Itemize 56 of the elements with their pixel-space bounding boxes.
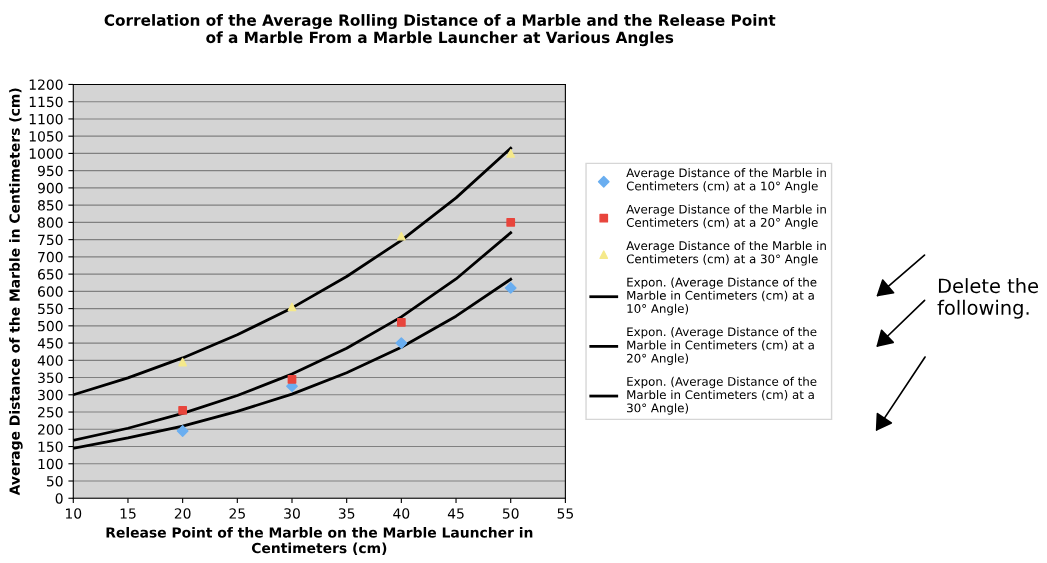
x-tick-label: 25 <box>229 508 245 519</box>
x-tick-label: 50 <box>502 508 519 519</box>
y-tick-label: 500 <box>38 320 63 332</box>
y-tick-label: 200 <box>38 424 63 435</box>
y-tick-label: 650 <box>38 269 63 280</box>
x-tick-label: 10 <box>65 508 82 519</box>
x-tick-label: 45 <box>447 508 464 519</box>
y-tick-label: 350 <box>38 372 63 384</box>
x-tick-label: 35 <box>338 508 355 519</box>
y-tick-label: 1150 <box>29 96 63 108</box>
chart-title: Correlation of the Average Rolling Distance of a Marble and the Release Point of a Marble From a Marble Launcher at Various Angles <box>104 14 776 47</box>
legend-label: Average Distance of the Marble in Centimeters (cm) at a 30° Angle <box>626 240 826 266</box>
y-tick-label: 850 <box>38 200 63 211</box>
y-tick-label: 300 <box>38 389 63 401</box>
y-axis-title: Average Distance of the Marble in Centimeters (cm) <box>9 88 23 496</box>
y-tick-label: 1200 <box>29 79 63 90</box>
point <box>504 282 517 294</box>
text: Delete the following. <box>937 278 1039 319</box>
legend-label: Expon. (Average Distance of the Marble in Centimeters (cm) at a 10° Angle) <box>627 277 817 316</box>
y-tick-label: 800 <box>38 217 63 228</box>
y-tick-label: 250 <box>38 407 63 418</box>
point <box>396 318 406 327</box>
y-tick-label: 50 <box>46 475 63 487</box>
point <box>395 337 408 349</box>
legend-label: Average Distance of the Marble in Centimeters (cm) at a 10° Angle <box>626 168 826 193</box>
x-axis-title: Release Point of the Marble on the Marble Launcher in Centimeters (cm) <box>106 526 533 555</box>
point <box>287 374 297 384</box>
y-tick-label: 1000 <box>29 148 63 159</box>
point <box>506 218 516 227</box>
y-tick-label: 1100 <box>29 113 63 125</box>
legend-label: Average Distance of the Marble in Centimeters (cm) at a 20° Angle <box>626 204 826 230</box>
x-tick-label: 20 <box>174 508 191 519</box>
point <box>176 425 189 437</box>
y-tick-label: 900 <box>37 182 63 194</box>
x-tick-label: 40 <box>393 508 410 519</box>
y-tick-label: 150 <box>38 441 63 452</box>
y-tick-label: 400 <box>37 355 63 366</box>
x-tick-label: 30 <box>284 508 300 519</box>
y-tick-label: 550 <box>38 303 63 315</box>
point <box>506 149 516 158</box>
point <box>396 231 406 241</box>
y-tick-label: 700 <box>38 251 63 263</box>
point <box>287 302 297 312</box>
y-tick-label: 100 <box>38 458 63 470</box>
y-tick-label: 950 <box>37 165 63 177</box>
y-tick-label: 450 <box>37 338 63 349</box>
point <box>178 357 188 367</box>
y-tick-label: 0 <box>55 493 63 504</box>
legend-label: Expon. (Average Distance of the Marble in Centimeters (cm) at a 20° Angle) <box>627 327 817 365</box>
y-tick-label: 1050 <box>29 131 63 142</box>
point <box>178 405 188 415</box>
y-tick-label: 600 <box>38 286 63 297</box>
y-tick-label: 750 <box>38 234 63 246</box>
x-tick-label: 15 <box>120 508 136 519</box>
x-tick-label: 55 <box>557 508 573 519</box>
legend-label: Expon. (Average Distance of the Marble in Centimeters (cm) at a 30° Angle) <box>627 376 817 415</box>
